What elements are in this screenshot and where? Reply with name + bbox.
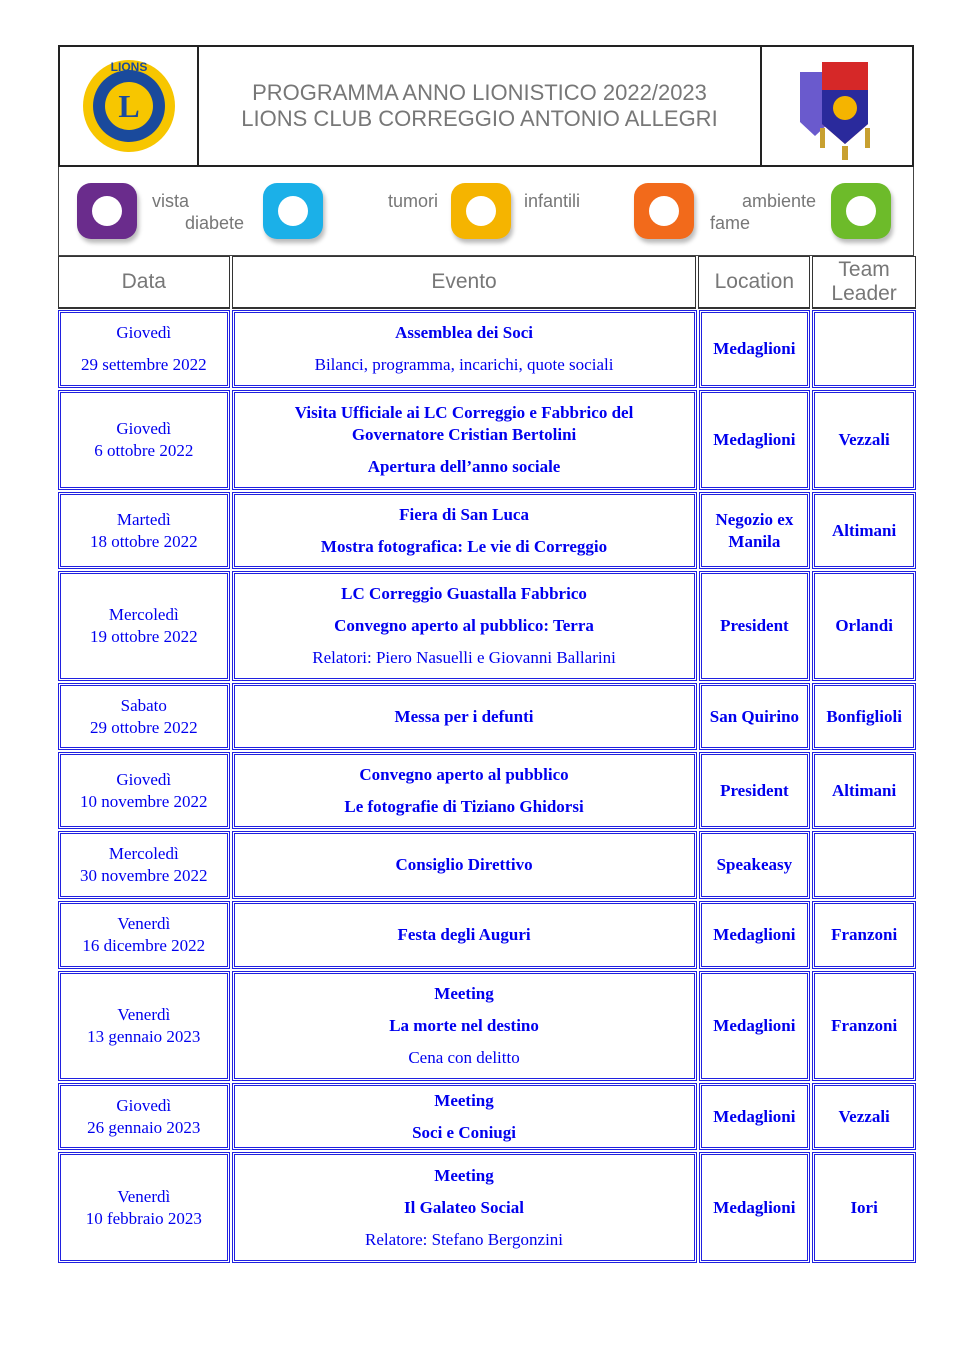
location-cell: Medaglioni bbox=[698, 1152, 811, 1263]
date-cell: Sabato 29 ottobre 2022 bbox=[58, 683, 230, 750]
table-row: Sabato 29 ottobre 2022 Messa per i defunti… bbox=[58, 683, 916, 750]
location-cell: President bbox=[698, 752, 811, 829]
page-title: PROGRAMMA ANNO LIONISTICO 2022/2023 LION… bbox=[199, 47, 762, 165]
leader-cell: Franzoni bbox=[812, 971, 916, 1081]
leader-cell: Bonfiglioli bbox=[812, 683, 916, 750]
eye-icon bbox=[77, 183, 137, 239]
svg-text:LIONS: LIONS bbox=[110, 60, 147, 74]
date-cell: Venerdì 16 dicembre 2022 bbox=[58, 901, 230, 969]
location-cell: San Quirino bbox=[698, 683, 811, 750]
lions-logo: L LIONS bbox=[60, 47, 199, 165]
club-banner bbox=[762, 47, 912, 165]
location-cell: Speakeasy bbox=[698, 831, 811, 899]
date-cell: Mercoledì 30 novembre 2022 bbox=[58, 831, 230, 899]
location-cell: Negozio ex Manila bbox=[698, 492, 811, 569]
event-cell: LC Correggio Guastalla Fabbrico Convegno … bbox=[231, 571, 697, 681]
location-cell: President bbox=[698, 571, 811, 681]
event-cell: Convegno aperto al pubblico Le fotografie… bbox=[231, 752, 697, 829]
table-row: Giovedì 10 novembre 2022 Convegno aperto a… bbox=[58, 752, 916, 829]
table-header: Data Evento Location Team Leader bbox=[58, 256, 916, 309]
date-cell: Mercoledì 19 ottobre 2022 bbox=[58, 571, 230, 681]
event-cell: Meeting La morte nel destino Cena con deli… bbox=[231, 971, 697, 1081]
leader-cell bbox=[812, 831, 916, 899]
leader-cell: Vezzali bbox=[812, 390, 916, 490]
date-cell: Giovedì 29 settembre 2022 bbox=[58, 310, 230, 388]
table-row: Giovedì 6 ottobre 2022 Visita Ufficiale ai… bbox=[58, 390, 916, 490]
table-row: Venerdì 10 febbraio 2023 Meeting Il Galateo… bbox=[58, 1152, 916, 1263]
location-cell: Medaglioni bbox=[698, 901, 811, 969]
leader-cell: Vezzali bbox=[812, 1083, 916, 1150]
event-cell: Assemblea dei Soci Bilanci, programma, in… bbox=[231, 310, 697, 388]
date-cell: Giovedì 6 ottobre 2022 bbox=[58, 390, 230, 490]
date-cell: Venerdì 13 gennaio 2023 bbox=[58, 971, 230, 1081]
leader-cell: Altimani bbox=[812, 492, 916, 569]
table-row: Venerdì 13 gennaio 2023 Meeting La morte ne… bbox=[58, 971, 916, 1081]
leaf-icon bbox=[831, 183, 891, 239]
location-cell: Medaglioni bbox=[698, 390, 811, 490]
table-row: Giovedì 29 settembre 2022 Assemblea dei So… bbox=[58, 310, 916, 388]
leader-cell bbox=[812, 310, 916, 388]
leader-cell: Orlandi bbox=[812, 571, 916, 681]
event-cell: Meeting Il Galateo Social Relatore: Stefan… bbox=[231, 1152, 697, 1263]
ribbon-icon bbox=[451, 183, 511, 239]
location-cell: Medaglioni bbox=[698, 1083, 811, 1150]
event-cell: Messa per i defunti bbox=[231, 683, 697, 750]
event-cell: Fiera di San Luca Mostra fotografica: Le … bbox=[231, 492, 697, 569]
header: L LIONS PROGRAMMA ANNO LIONISTICO 2022/20… bbox=[58, 45, 914, 167]
svg-text:L: L bbox=[118, 88, 139, 124]
date-cell: Giovedì 26 gennaio 2023 bbox=[58, 1083, 230, 1150]
table-row: Venerdì 16 dicembre 2022 Festa degli Augur… bbox=[58, 901, 916, 969]
event-cell: Meeting Soci e Coniugi bbox=[231, 1083, 697, 1150]
date-cell: Venerdì 10 febbraio 2023 bbox=[58, 1152, 230, 1263]
location-cell: Medaglioni bbox=[698, 971, 811, 1081]
table-row: Giovedì 26 gennaio 2023 Meeting Soci e Coni… bbox=[58, 1083, 916, 1150]
causes-strip: vista diabete tumori infantili fame ambi… bbox=[58, 167, 914, 256]
location-cell: Medaglioni bbox=[698, 310, 811, 388]
heart-plus-icon bbox=[263, 183, 323, 239]
table-row: Mercoledì 19 ottobre 2022 LC Correggio Gua… bbox=[58, 571, 916, 681]
table-row: Martedì 18 ottobre 2022 Fiera di San Luca M… bbox=[58, 492, 916, 569]
bowl-icon bbox=[634, 183, 694, 239]
event-cell: Visita Ufficiale ai LC Correggio e Fabbr… bbox=[231, 390, 697, 490]
leader-cell: Altimani bbox=[812, 752, 916, 829]
event-cell: Festa degli Auguri bbox=[231, 901, 697, 969]
leader-cell: Iori bbox=[812, 1152, 916, 1263]
leader-cell: Franzoni bbox=[812, 901, 916, 969]
date-cell: Martedì 18 ottobre 2022 bbox=[58, 492, 230, 569]
table-row: Mercoledì 30 novembre 2022 Consiglio Diret… bbox=[58, 831, 916, 899]
event-cell: Consiglio Direttivo bbox=[231, 831, 697, 899]
date-cell: Giovedì 10 novembre 2022 bbox=[58, 752, 230, 829]
